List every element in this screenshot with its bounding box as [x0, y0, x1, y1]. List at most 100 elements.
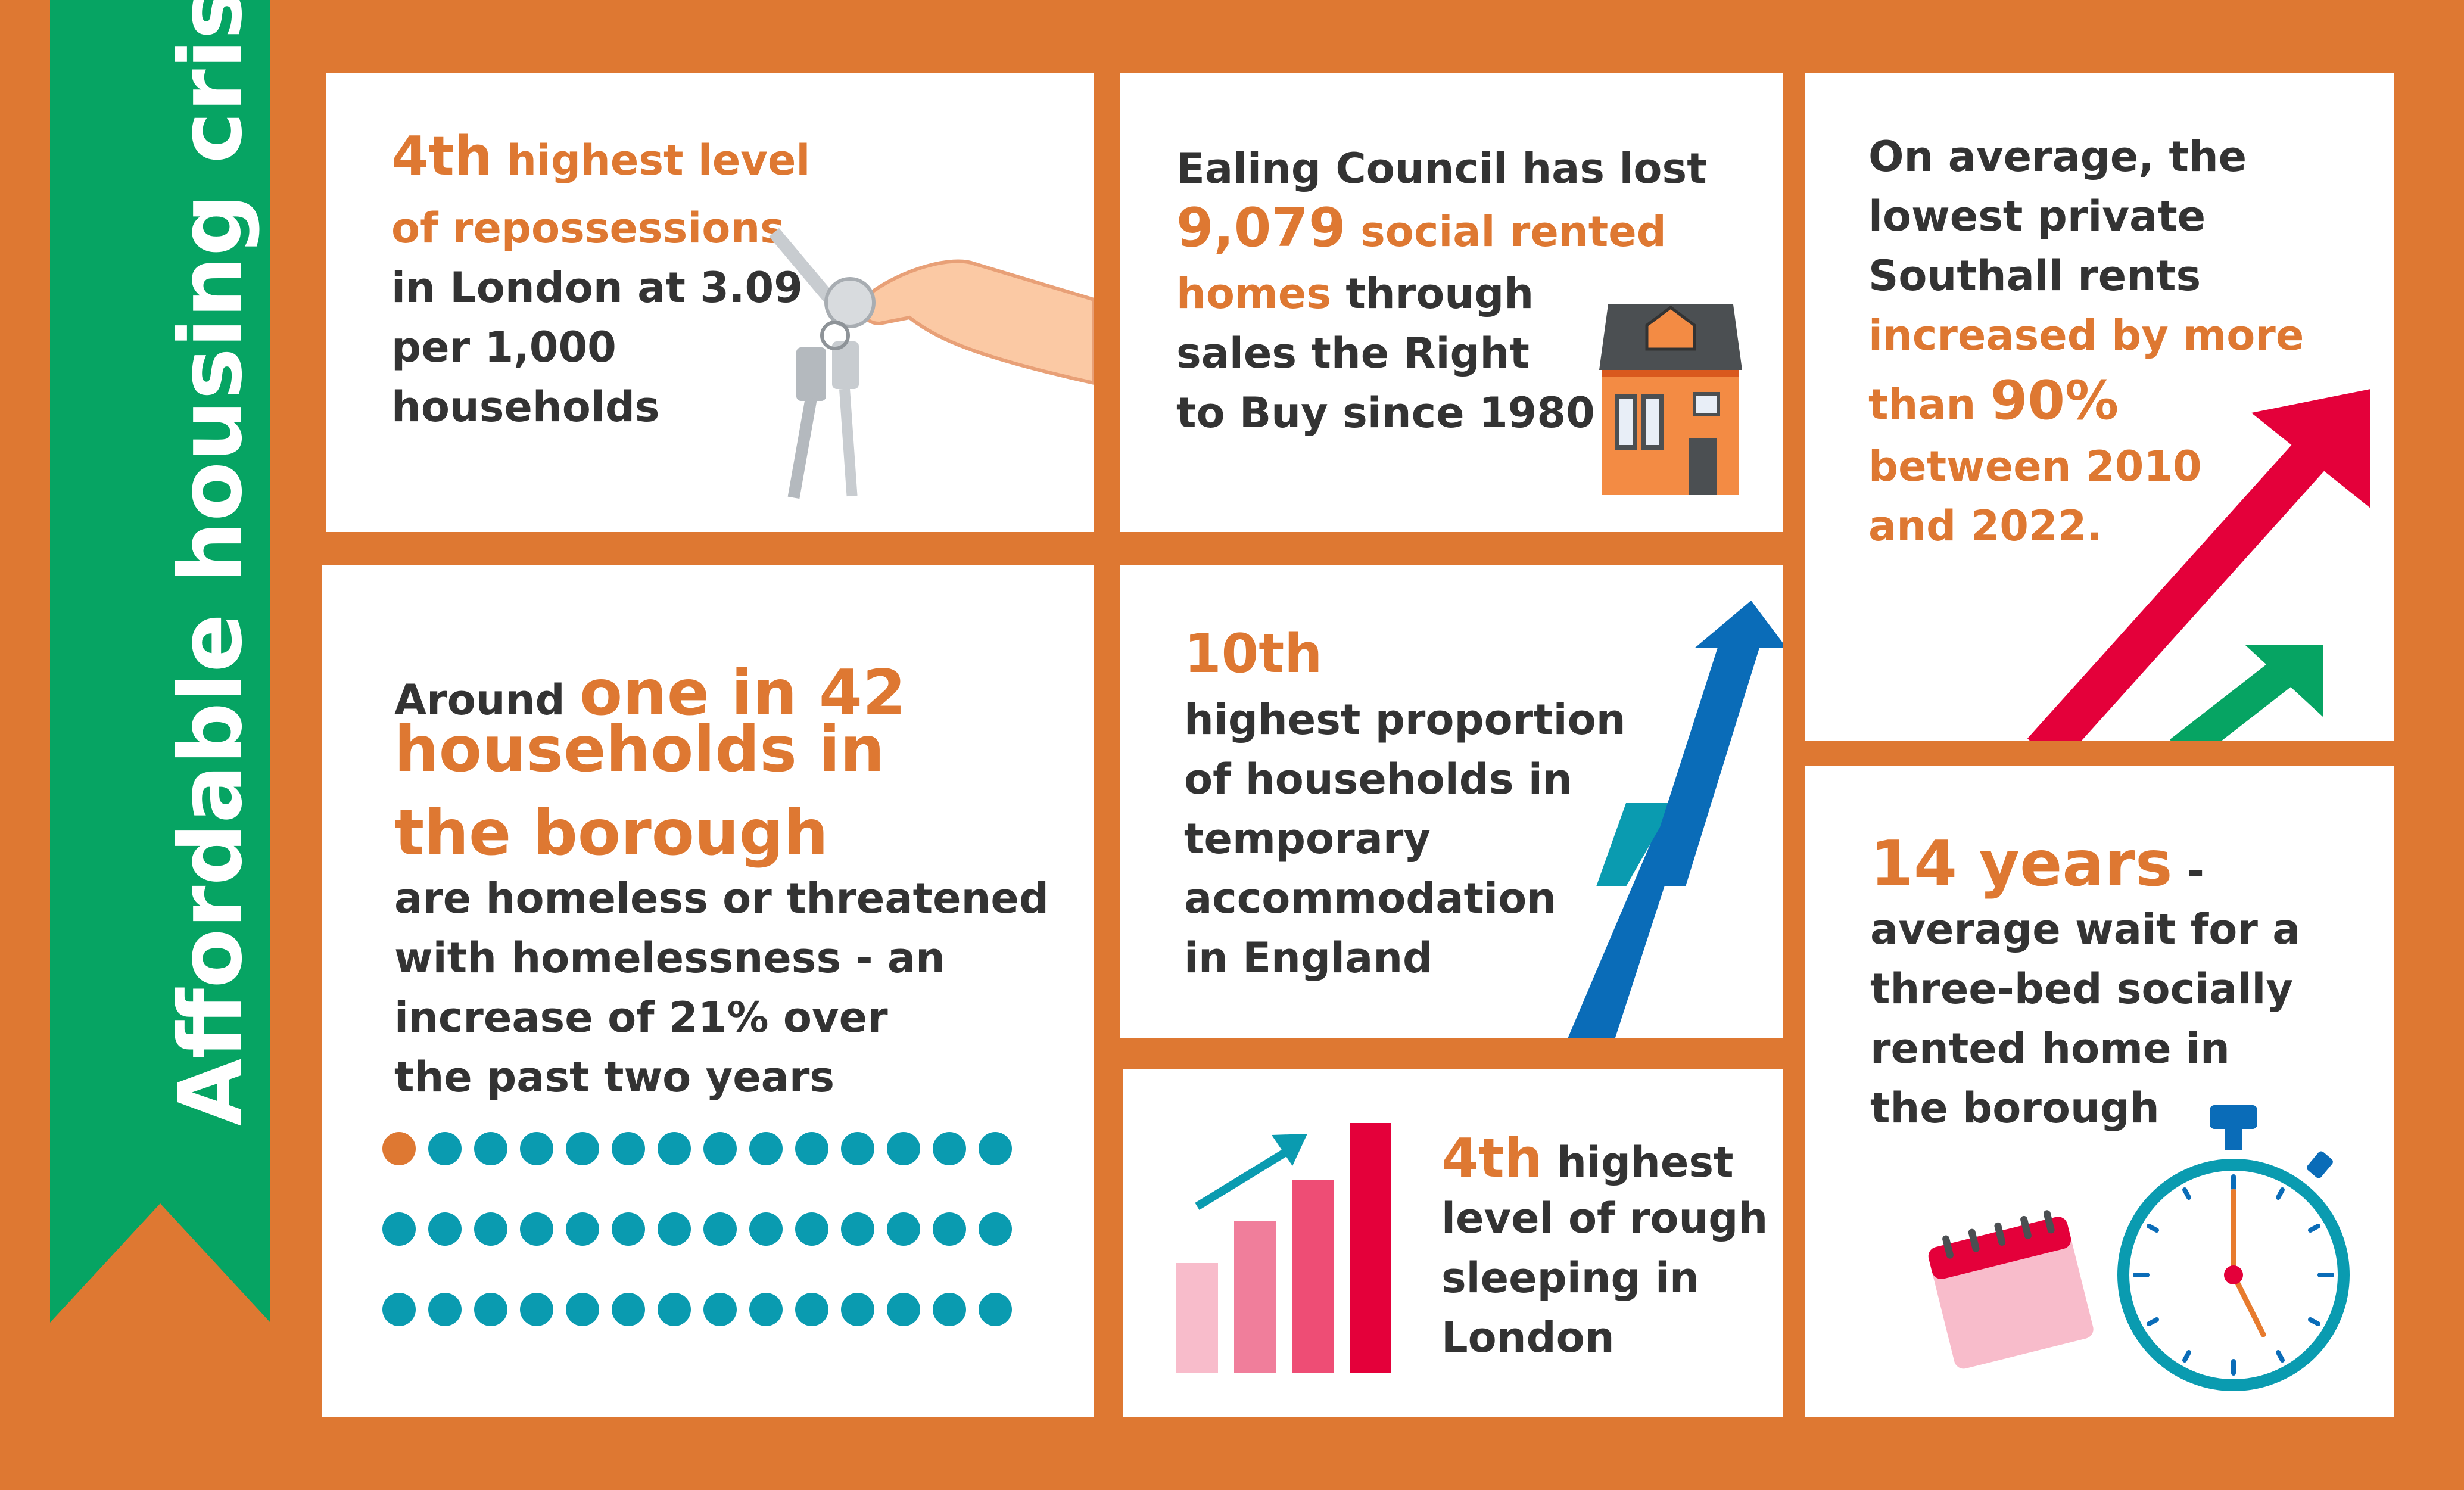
household-dot — [887, 1293, 920, 1326]
right-to-buy-highlight-b: homes — [1176, 269, 1332, 318]
calendar-icon — [1928, 1210, 2094, 1369]
household-dot — [520, 1212, 553, 1246]
repossessions-line-2: per 1,000 — [391, 323, 616, 372]
household-dot — [795, 1293, 828, 1326]
household-dot — [382, 1212, 416, 1246]
homeless-card: Around one in 42 households in the borou… — [322, 565, 1094, 1417]
homeless-highlight-b: households in — [394, 713, 885, 786]
household-dot — [887, 1132, 920, 1165]
rents-line-3: Southall rents — [1868, 251, 2201, 300]
household-dot — [979, 1132, 1012, 1165]
household-dot — [658, 1212, 691, 1246]
homeless-line-5: the past two years — [394, 1053, 835, 1102]
repossessions-heading: 4th highest level — [391, 127, 810, 190]
household-dot — [566, 1293, 599, 1326]
household-dot — [979, 1212, 1012, 1246]
household-dot — [933, 1293, 966, 1326]
wait-time-dash: - — [2186, 847, 2204, 895]
keys-in-hand-icon — [769, 228, 1094, 499]
homes-lost-number: 9,079 — [1176, 197, 1346, 259]
household-dot — [520, 1132, 553, 1165]
rough-sleeping-line-4: London — [1441, 1313, 1615, 1362]
repossessions-line-3: households — [391, 382, 660, 431]
household-dot — [703, 1212, 737, 1246]
repossessions-highlight-b: of repossessions — [391, 204, 785, 253]
households-dot-grid — [382, 1132, 1012, 1326]
right-to-buy-line-2-text: through — [1345, 269, 1534, 318]
rising-arrows-icon — [2027, 389, 2370, 741]
household-dot — [841, 1212, 874, 1246]
right-to-buy-line-2: homes through — [1176, 264, 1534, 323]
homeless-line-3: with homelessness - an — [394, 934, 945, 982]
repossessions-highlight-a: highest level — [507, 136, 811, 185]
household-dot — [749, 1212, 783, 1246]
household-dot — [474, 1212, 507, 1246]
household-dot — [749, 1132, 783, 1165]
temporary-accommodation-card: 10th highest proportion of households in… — [1120, 565, 1783, 1038]
repossessions-line-1: in London at 3.09 — [391, 263, 803, 312]
rough-sleeping-rank: 4th — [1441, 1127, 1543, 1190]
household-dot — [428, 1132, 462, 1165]
household-dot — [933, 1212, 966, 1246]
homeless-highlight-c: the borough — [394, 797, 828, 869]
household-dot — [566, 1132, 599, 1165]
banner-ribbon-shape — [50, 0, 270, 1323]
rent-increase-percent: 90% — [1990, 369, 2119, 432]
household-dot — [658, 1132, 691, 1165]
right-to-buy-heading: 9,079 social rented — [1176, 198, 1666, 262]
wait-time-line-3: rented home in — [1870, 1024, 2230, 1073]
rough-sleeping-line-1: highest — [1557, 1138, 1734, 1187]
rough-sleeping-line-2: level of rough — [1441, 1194, 1768, 1243]
household-dot — [428, 1293, 462, 1326]
rough-sleeping-line-3: sleeping in — [1441, 1253, 1699, 1302]
rents-highlight-line: than 90% — [1868, 371, 2119, 434]
household-dot — [703, 1132, 737, 1165]
temporary-accommodation-line-5: in England — [1184, 934, 1433, 982]
rents-highlight-d: and 2022. — [1868, 502, 2102, 550]
page-title: Affordable housing crisis — [160, 0, 261, 1126]
rents-line-2: lowest private — [1868, 192, 2206, 241]
right-to-buy-card: Ealing Council has lost 9,079 social ren… — [1120, 73, 1783, 532]
wait-time-card: 14 years - average wait for a three-bed … — [1805, 766, 2394, 1417]
wait-time-heading: 14 years - — [1870, 825, 2204, 910]
right-to-buy-line-4: to Buy since 1980 — [1176, 388, 1595, 437]
zigzag-up-arrow-icon — [1568, 601, 1783, 1038]
household-dot — [795, 1132, 828, 1165]
rents-card: On average, the lowest private Southall … — [1805, 73, 2394, 741]
household-dot — [428, 1212, 462, 1246]
household-dot — [520, 1293, 553, 1326]
household-dot — [749, 1293, 783, 1326]
household-dot — [795, 1212, 828, 1246]
rough-sleeping-heading: 4th highest — [1441, 1123, 1733, 1198]
rents-highlight-b: than — [1868, 380, 1976, 429]
wait-time-line-4: the borough — [1870, 1084, 2160, 1133]
temporary-accommodation-line-2: of households in — [1184, 755, 1572, 804]
temporary-accommodation-line-1: highest proportion — [1184, 695, 1626, 744]
household-dot — [612, 1132, 645, 1165]
household-dot — [612, 1293, 645, 1326]
household-dot — [612, 1212, 645, 1246]
household-dot — [474, 1293, 507, 1326]
household-dot — [382, 1293, 416, 1326]
household-dot — [474, 1132, 507, 1165]
household-dot — [566, 1212, 599, 1246]
homeless-line-1: Around — [394, 676, 565, 724]
temporary-accommodation-rank: 10th — [1184, 623, 1323, 685]
highlighted-household-dot — [382, 1132, 416, 1165]
bar-chart-arrow-icon — [1176, 1123, 1391, 1373]
homeless-ratio: one in 42 — [579, 657, 907, 729]
household-dot — [887, 1212, 920, 1246]
rents-highlight-c: between 2010 — [1868, 442, 2202, 491]
temporary-accommodation-line-4: accommodation — [1184, 874, 1557, 923]
household-dot — [703, 1293, 737, 1326]
right-to-buy-line-3: sales the Right — [1176, 329, 1530, 378]
temporary-accommodation-line-3: temporary — [1184, 814, 1431, 863]
wait-time-years: 14 years — [1870, 828, 2173, 900]
household-dot — [979, 1293, 1012, 1326]
rents-line-1: On average, the — [1868, 132, 2247, 181]
homeless-line-4: increase of 21% over — [394, 993, 888, 1042]
repossessions-card: 4th highest level of repossessions in Lo… — [326, 73, 1094, 532]
household-dot — [841, 1293, 874, 1326]
wait-time-line-2: three-bed socially — [1870, 965, 2293, 1013]
homeless-heading: Around one in 42 — [394, 654, 906, 739]
